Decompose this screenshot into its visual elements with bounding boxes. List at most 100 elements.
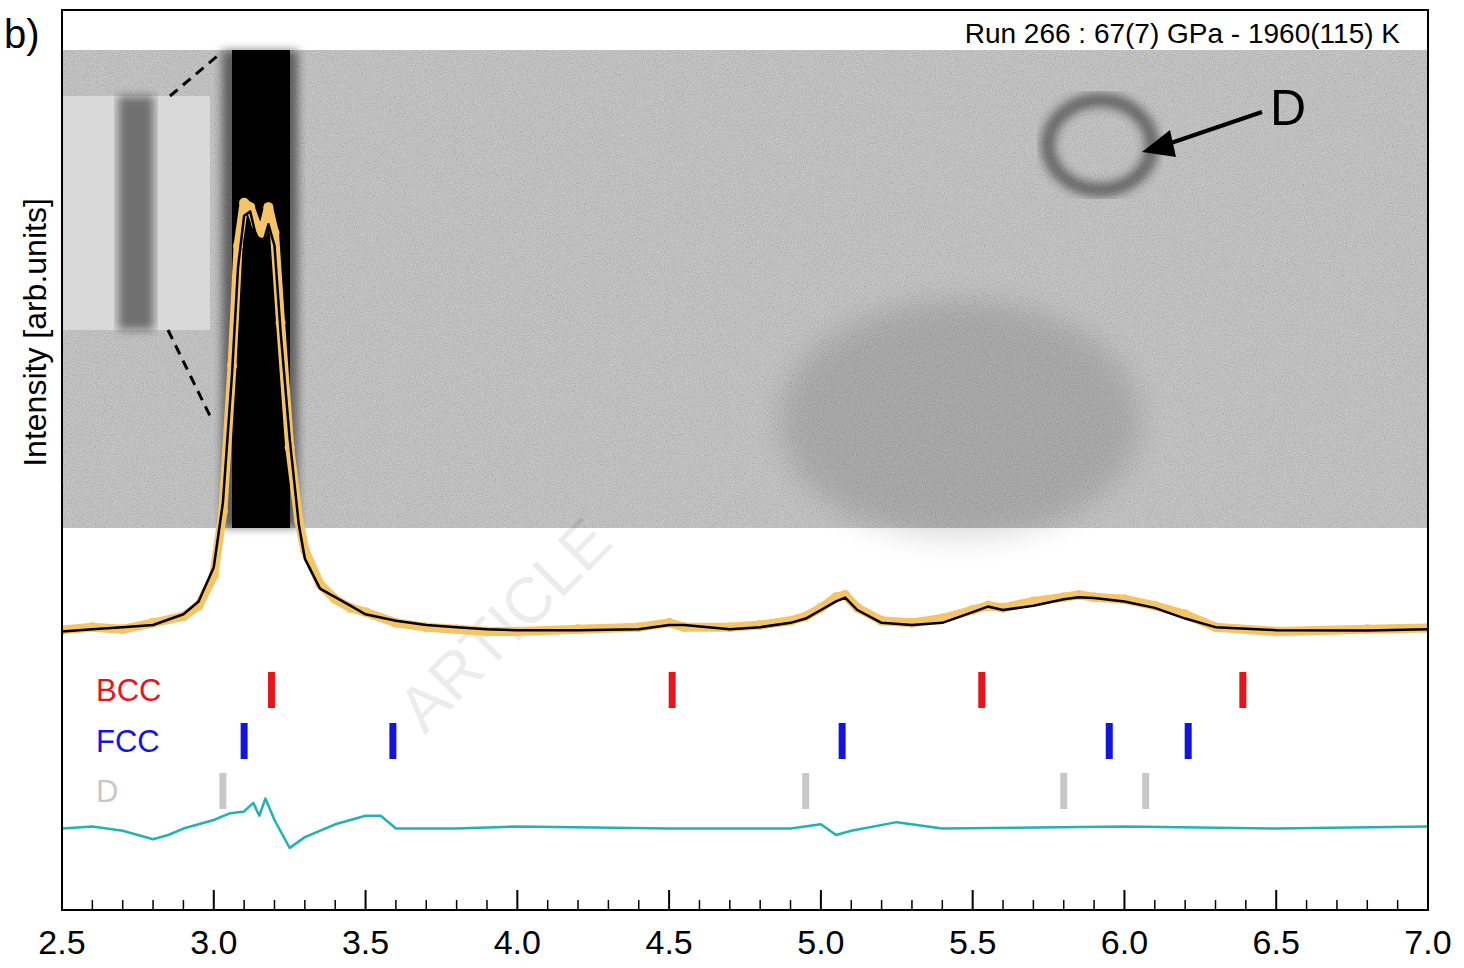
x-minor-tick — [304, 900, 306, 910]
x-tick-label: 6.5 — [1253, 923, 1300, 961]
series-point — [263, 202, 273, 212]
x-minor-tick — [395, 900, 397, 910]
x-tick — [365, 890, 367, 910]
chart: ARTICLEBCCFCCD2.53.03.54.04.55.05.56.06.… — [0, 0, 1464, 968]
x-tick — [516, 890, 518, 910]
reflection-tick — [389, 723, 396, 759]
image-shade — [780, 300, 1140, 540]
series-line — [62, 203, 1428, 632]
x-minor-tick — [486, 900, 488, 910]
reflection-tick — [978, 672, 985, 708]
x-minor-tick — [426, 900, 428, 910]
frame — [62, 10, 1428, 910]
x-tick — [1123, 890, 1125, 910]
annotation-arrow — [1165, 112, 1262, 145]
x-tick — [1275, 890, 1277, 910]
series-point — [634, 622, 644, 632]
reflection-tick — [1060, 773, 1067, 809]
image-noise — [62, 50, 1428, 528]
inset — [62, 96, 210, 330]
x-tick — [213, 890, 215, 910]
x-minor-tick — [1093, 900, 1095, 910]
inset-line — [118, 96, 154, 330]
reflection-tick — [669, 672, 676, 708]
x-tick-label: 4.0 — [494, 923, 541, 961]
x-tick-label: 4.5 — [645, 923, 692, 961]
detector-image — [62, 50, 1428, 540]
x-tick-label: 3.0 — [190, 923, 237, 961]
x-tick-label: 3.5 — [342, 923, 389, 961]
reflection-tick — [1185, 723, 1192, 759]
reflection-label: FCC — [96, 724, 160, 759]
x-minor-tick — [881, 900, 883, 910]
reflection-tick — [839, 723, 846, 759]
x-tick-label: 5.0 — [797, 923, 844, 961]
x-minor-tick — [243, 900, 245, 910]
x-tick-label: 5.5 — [949, 923, 996, 961]
y-axis-title: Intensity [arb.units] — [17, 198, 53, 467]
x-minor-tick — [1063, 900, 1065, 910]
x-tick — [668, 890, 670, 910]
reflection-tick — [1239, 672, 1246, 708]
inset-connector — [170, 52, 222, 96]
x-minor-tick — [608, 900, 610, 910]
series-point — [1271, 626, 1281, 636]
x-tick — [61, 890, 63, 910]
x-minor-tick — [547, 900, 549, 910]
x-minor-tick — [183, 900, 185, 910]
reflection-tick — [241, 723, 248, 759]
series-point — [998, 603, 1008, 613]
series-point — [907, 618, 917, 628]
x-tick — [1427, 890, 1429, 910]
x-minor-tick — [699, 900, 701, 910]
x-minor-tick — [1245, 900, 1247, 910]
x-minor-tick — [1033, 900, 1035, 910]
reflection-tick — [1142, 773, 1149, 809]
x-minor-tick — [790, 900, 792, 910]
x-tick-label: 7.0 — [1404, 923, 1451, 961]
x-tick — [972, 890, 974, 910]
x-minor-tick — [1336, 900, 1338, 910]
x-minor-tick — [638, 900, 640, 910]
series-line — [62, 211, 1428, 631]
reflection-tick — [1106, 723, 1113, 759]
x-minor-tick — [456, 900, 458, 910]
x-tick — [820, 890, 822, 910]
panel-label: b) — [4, 12, 40, 56]
inset-connector — [168, 330, 212, 420]
x-minor-tick — [122, 900, 124, 910]
x-tick-label: 6.0 — [1101, 923, 1148, 961]
reflection-label: BCC — [96, 673, 161, 708]
x-minor-tick — [92, 900, 94, 910]
x-minor-tick — [850, 900, 852, 910]
x-minor-tick — [1184, 900, 1186, 910]
reflection-label: D — [96, 774, 118, 809]
x-minor-tick — [577, 900, 579, 910]
x-minor-tick — [274, 900, 276, 910]
x-minor-tick — [1397, 900, 1399, 910]
x-minor-tick — [152, 900, 154, 910]
x-minor-tick — [1367, 900, 1369, 910]
x-minor-tick — [759, 900, 761, 910]
x-minor-tick — [911, 900, 913, 910]
x-minor-tick — [334, 900, 336, 910]
title: Run 266 : 67(7) GPa - 1960(115) K — [965, 18, 1401, 49]
series-point — [725, 622, 735, 632]
reflection-tick — [802, 773, 809, 809]
x-minor-tick — [1306, 900, 1308, 910]
series-point — [679, 622, 689, 632]
x-minor-tick — [729, 900, 731, 910]
annotation-arrowhead — [1142, 130, 1176, 157]
plot-area — [62, 198, 1428, 848]
annotation: D — [1270, 80, 1306, 136]
series-line — [62, 799, 1428, 848]
image-ring — [1048, 100, 1152, 190]
series-point — [512, 626, 522, 636]
x-minor-tick — [1215, 900, 1217, 910]
x-minor-tick — [942, 900, 944, 910]
reflection-tick — [268, 672, 275, 708]
reflection-tick — [219, 773, 226, 809]
x-minor-tick — [1002, 900, 1004, 910]
x-minor-tick — [1154, 900, 1156, 910]
image-tone — [62, 50, 1428, 528]
